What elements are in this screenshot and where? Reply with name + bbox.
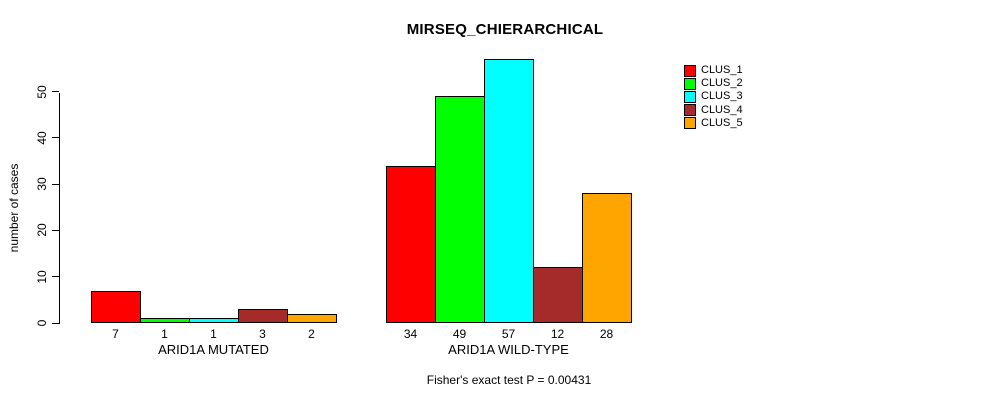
legend-swatch — [684, 117, 696, 130]
y-axis-title: number of cases — [7, 163, 21, 253]
bar-CLUS_1-wild-type — [386, 166, 436, 323]
bar-CLUS_3-mutated — [189, 318, 239, 323]
legend-label: CLUS_3 — [701, 90, 743, 103]
legend-item-CLUS_2: CLUS_2 — [684, 77, 743, 90]
bar-CLUS_5-mutated — [287, 314, 337, 323]
legend-swatch — [684, 77, 696, 90]
legend-label: CLUS_4 — [701, 103, 743, 116]
y-tick — [52, 137, 59, 139]
bar-CLUS_4-wild-type — [533, 267, 583, 323]
bar-CLUS_5-wild-type — [582, 193, 632, 323]
legend-item-CLUS_1: CLUS_1 — [684, 64, 743, 77]
bar-CLUS_4-mutated — [238, 309, 288, 323]
y-tick-label: 30 — [35, 177, 49, 191]
y-tick — [52, 276, 59, 278]
bar-value-label: 49 — [452, 327, 467, 341]
bar-value-label: 34 — [403, 327, 418, 341]
bar-value-label: 3 — [259, 327, 266, 341]
y-tick — [52, 322, 59, 324]
y-tick — [52, 91, 59, 92]
y-tick-label: 0 — [35, 319, 49, 327]
y-tick-label: 20 — [35, 223, 49, 238]
fisher-test-annotation: Fisher's exact test P = 0.00431 — [426, 373, 592, 387]
chart-title: MIRSEQ_CHIERARCHICAL — [406, 21, 604, 38]
group-label-wild-type: ARID1A WILD-TYPE — [448, 342, 569, 357]
legend-item-CLUS_5: CLUS_5 — [684, 117, 743, 130]
bar-CLUS_3-wild-type — [484, 59, 534, 323]
bar-CLUS_2-mutated — [140, 318, 190, 323]
bar-value-label: 7 — [112, 327, 119, 341]
legend-swatch — [684, 64, 696, 77]
legend-item-CLUS_3: CLUS_3 — [684, 90, 743, 103]
group-label-mutated: ARID1A MUTATED — [158, 342, 269, 357]
bar-value-label: 1 — [161, 327, 168, 341]
legend-label: CLUS_5 — [701, 116, 743, 129]
bar-value-label: 1 — [210, 327, 217, 341]
y-tick — [52, 183, 59, 185]
bar-value-label: 28 — [599, 327, 614, 341]
legend: CLUS_1 CLUS_2 CLUS_3 CLUS_4 CLUS_5 — [684, 64, 743, 130]
y-tick-label: 50 — [35, 84, 49, 99]
legend-swatch — [684, 90, 696, 103]
bar-value-label: 2 — [308, 327, 315, 341]
bar-value-label: 57 — [501, 327, 516, 341]
legend-label: CLUS_1 — [701, 64, 743, 77]
y-tick-label: 40 — [35, 131, 49, 145]
bar-CLUS_1-mutated — [91, 291, 141, 323]
y-tick-label: 10 — [35, 270, 49, 284]
y-axis-line — [59, 93, 60, 324]
y-tick — [52, 229, 59, 231]
bar-value-label: 12 — [550, 327, 565, 341]
legend-swatch — [684, 104, 696, 117]
bar-CLUS_2-wild-type — [435, 96, 485, 323]
legend-item-CLUS_4: CLUS_4 — [684, 104, 743, 117]
legend-label: CLUS_2 — [701, 77, 743, 90]
